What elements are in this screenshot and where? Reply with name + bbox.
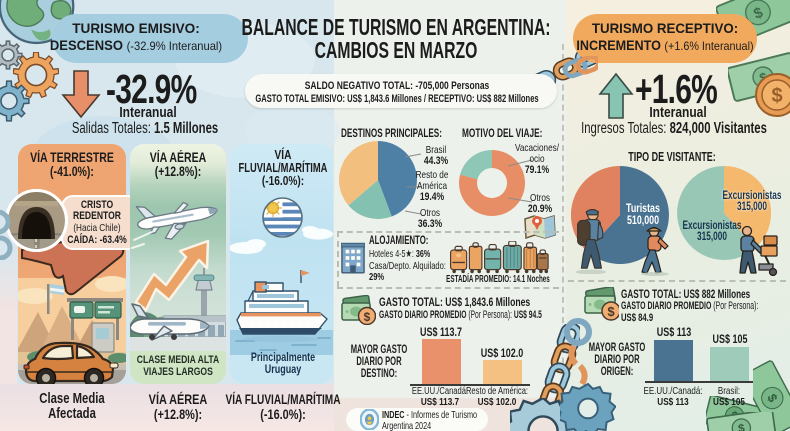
svg-text:$: $ xyxy=(364,310,371,324)
svg-text:$: $ xyxy=(737,423,746,431)
svg-text:$: $ xyxy=(771,85,782,107)
svg-text:$: $ xyxy=(758,69,769,85)
svg-text:$: $ xyxy=(607,304,615,319)
